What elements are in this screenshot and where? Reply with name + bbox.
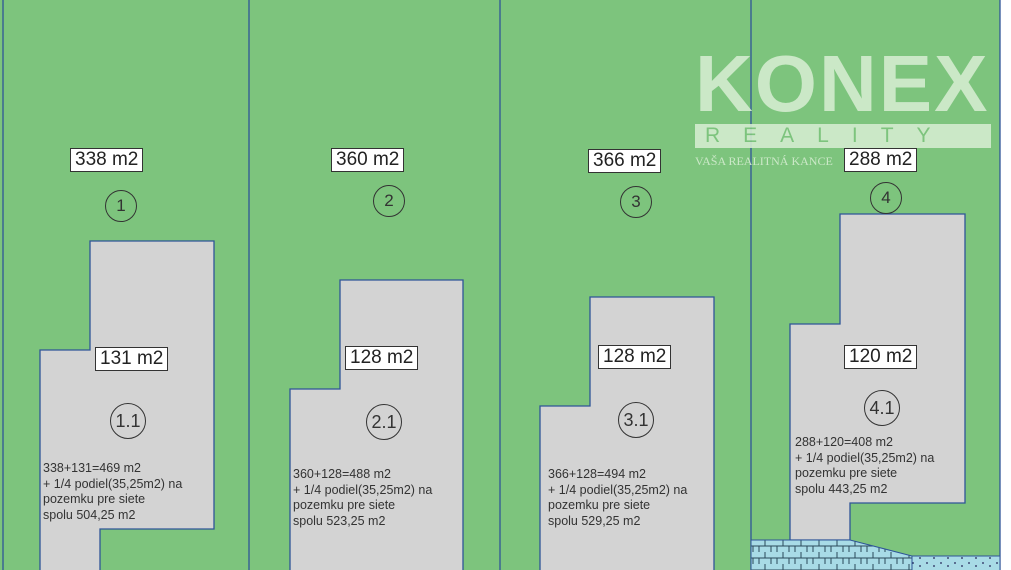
building-area-label: 128 m2: [598, 345, 672, 369]
plot-area-label: 360 m2: [331, 148, 405, 172]
plot-number: 2: [373, 185, 405, 217]
konex-logo-watermark: KONEX REALITY VAŠA REALITNÁ KANCE: [695, 44, 991, 169]
logo-sub: REALITY: [695, 124, 991, 148]
plot-number: 1: [105, 190, 137, 222]
logo-tagline: VAŠA REALITNÁ KANCE: [695, 154, 833, 168]
plot-number: 4: [870, 182, 902, 214]
plot-area-label: 288 m2: [844, 148, 918, 172]
building-number: 2.1: [366, 404, 402, 440]
building-area-label: 128 m2: [345, 346, 419, 370]
logo-brand: KONEX: [695, 39, 990, 128]
building-number: 3.1: [618, 402, 654, 438]
plot-area-label: 366 m2: [588, 149, 662, 173]
area-note: 366+128=494 m2 + 1/4 podiel(35,25m2) na …: [548, 467, 688, 528]
building-area-label: 131 m2: [95, 347, 169, 371]
area-note: 338+131=469 m2 + 1/4 podiel(35,25m2) na …: [43, 461, 183, 522]
building-number: 1.1: [110, 403, 146, 439]
building-number: 4.1: [864, 390, 900, 426]
plot-number: 3: [620, 186, 652, 218]
area-note: 288+120=408 m2 + 1/4 podiel(35,25m2) na …: [795, 435, 935, 496]
plot-area-label: 338 m2: [70, 148, 144, 172]
building-area-label: 120 m2: [844, 345, 918, 369]
area-note: 360+128=488 m2 + 1/4 podiel(35,25m2) na …: [293, 467, 433, 528]
utility-plot: [911, 555, 1001, 570]
